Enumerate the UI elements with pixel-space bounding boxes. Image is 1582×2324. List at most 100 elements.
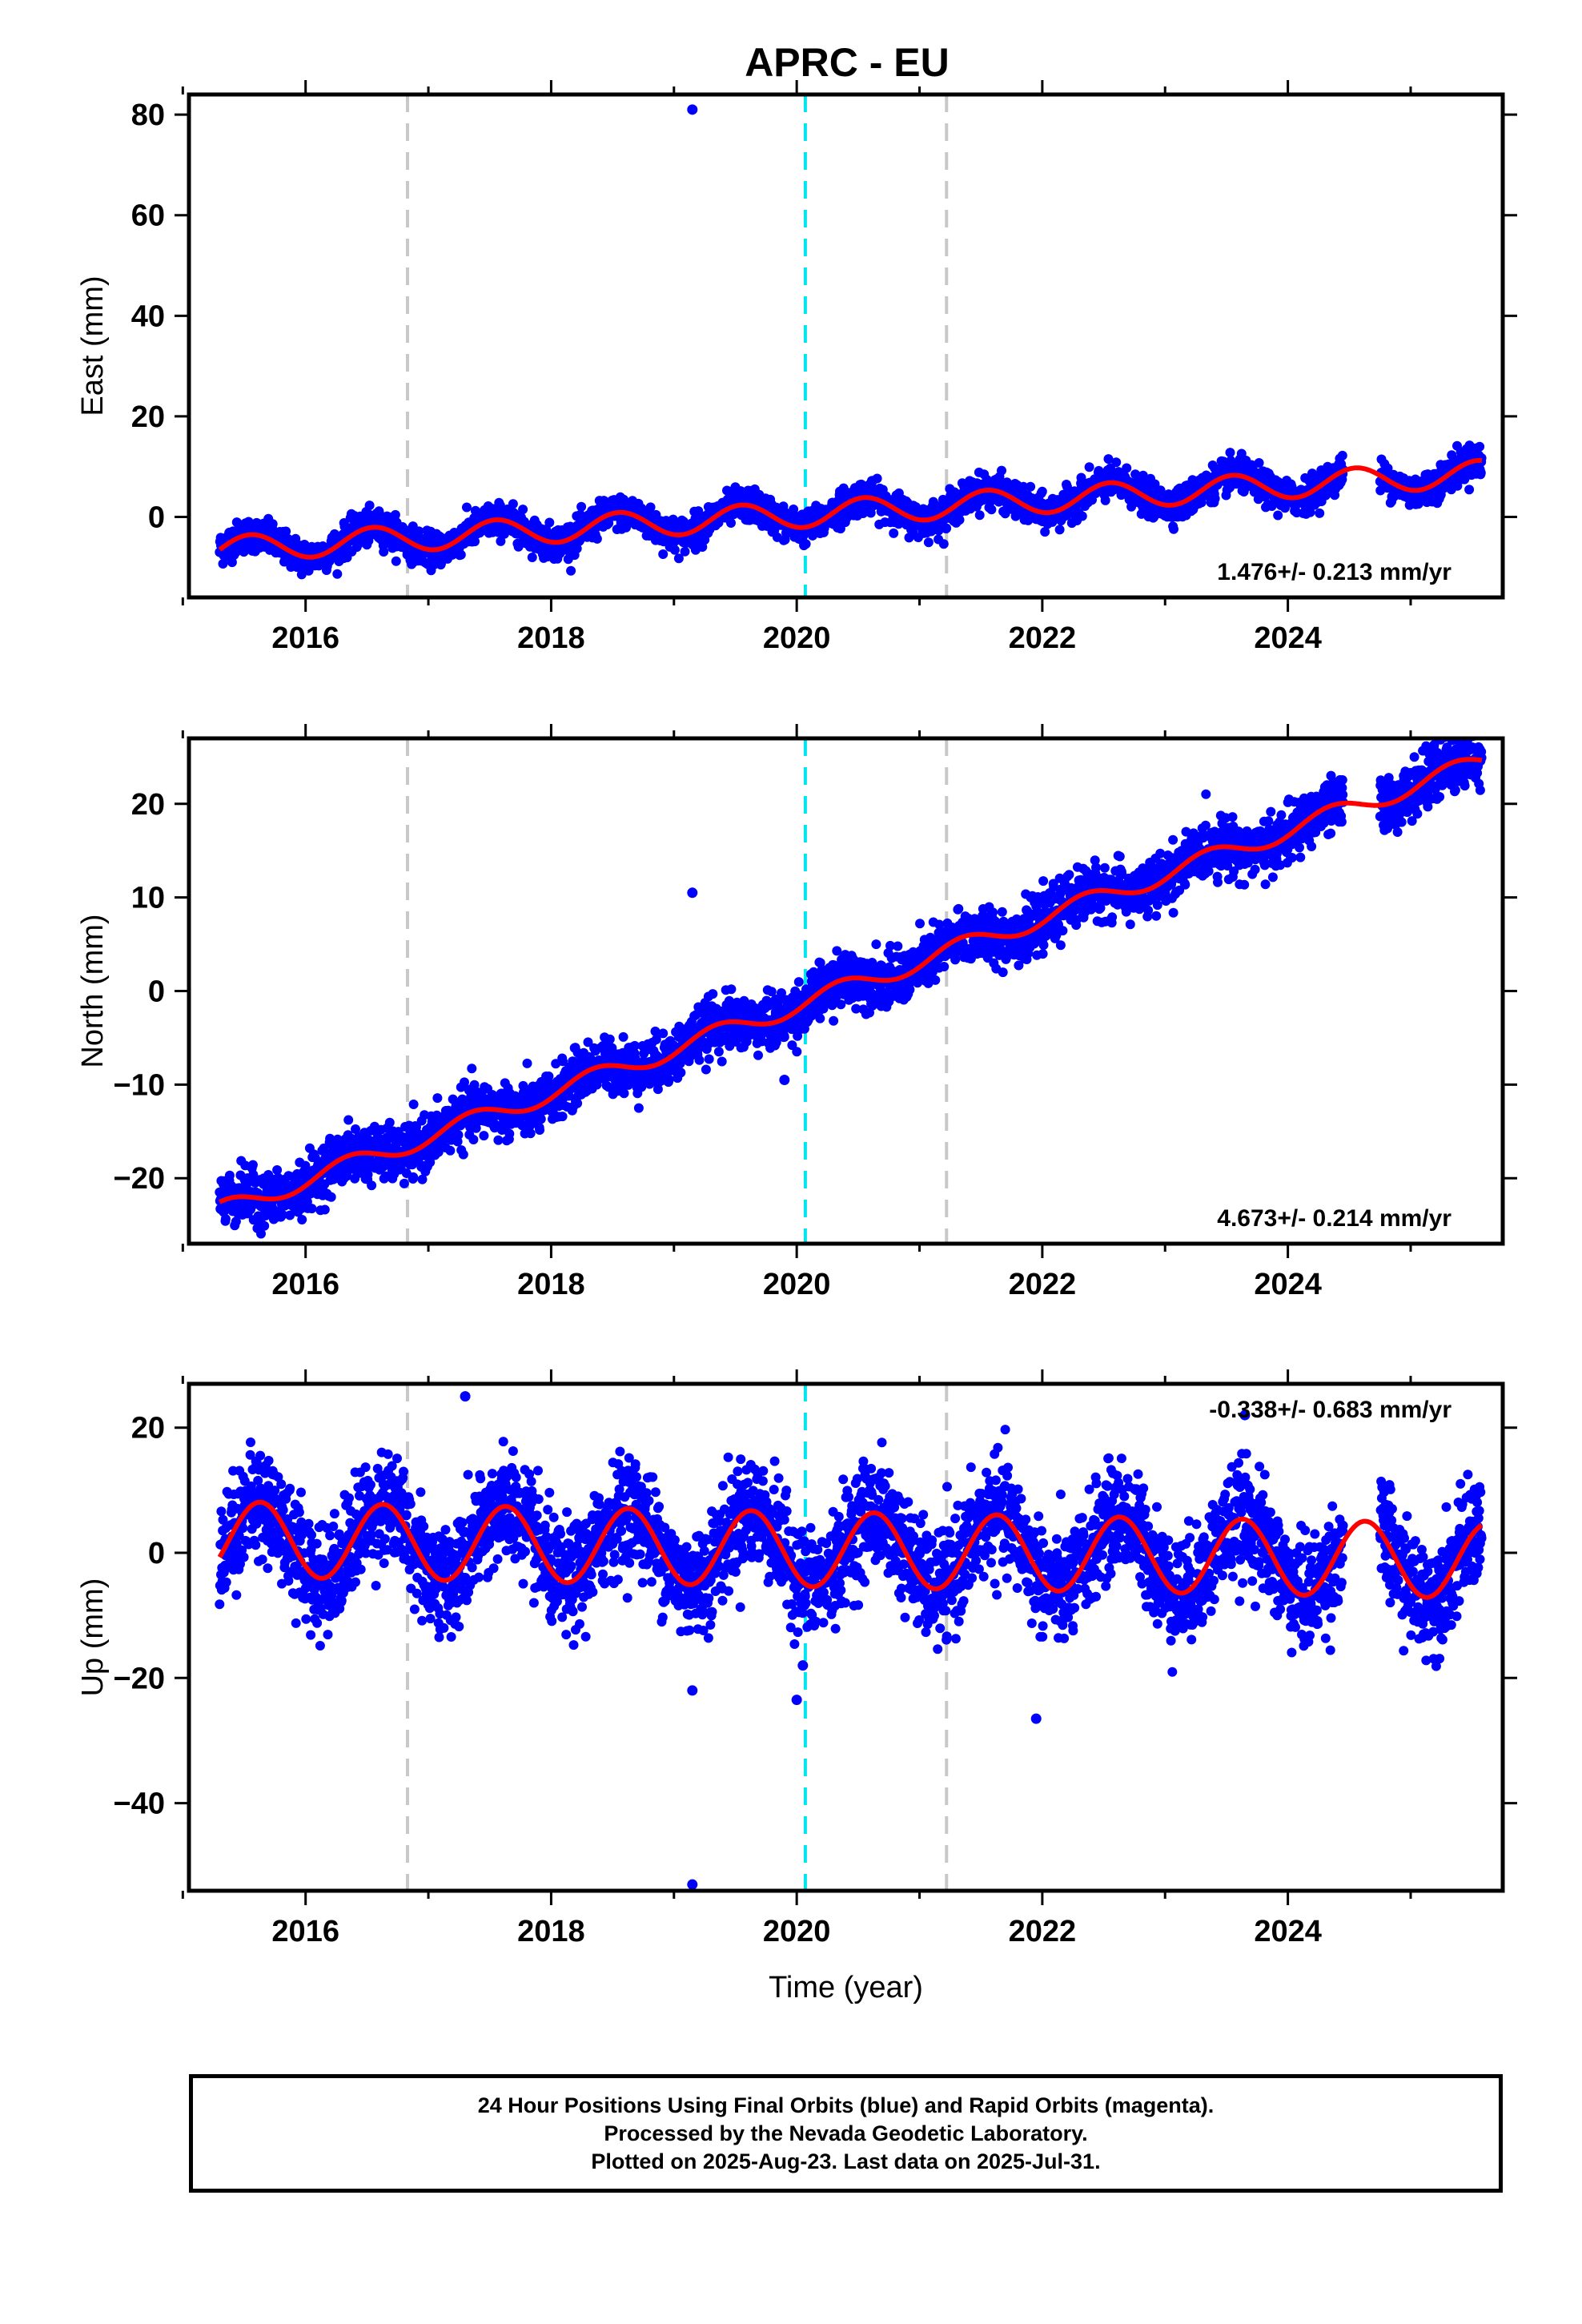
data-point (462, 502, 472, 513)
data-point (508, 499, 518, 509)
data-point (479, 1131, 489, 1141)
data-point (1084, 462, 1094, 472)
data-point (1273, 510, 1283, 521)
data-point (572, 1098, 583, 1108)
data-point (1475, 441, 1485, 452)
data-points (215, 738, 1487, 1239)
data-point (363, 536, 374, 546)
data-point (425, 1157, 436, 1168)
data-point (566, 565, 576, 576)
data-point (1026, 481, 1036, 492)
data-point (493, 1135, 504, 1145)
data-point (525, 1128, 536, 1139)
data-point (645, 502, 656, 513)
data-point (227, 557, 237, 568)
data-point (391, 556, 401, 566)
data-point (1254, 458, 1264, 468)
data-point (1155, 485, 1166, 496)
data-point (224, 1170, 235, 1180)
data-point (604, 1034, 615, 1044)
data-point (296, 569, 307, 580)
data-point (247, 1160, 258, 1170)
data-point (408, 1172, 419, 1182)
y-axis-label: East (mm) (76, 275, 110, 416)
data-point (467, 1063, 477, 1074)
rate-label: 1.476+/- 0.213 mm/yr (1217, 559, 1452, 585)
data-point (453, 1130, 464, 1140)
data-point (432, 1093, 443, 1104)
data-point (1018, 481, 1029, 492)
data-point (923, 537, 934, 548)
data-point (1225, 448, 1235, 458)
chart-title: APRC - EU (745, 40, 950, 85)
y-tick-label: 20 (131, 400, 165, 434)
data-point (379, 547, 389, 557)
data-point (1315, 508, 1325, 518)
data-point (364, 501, 375, 511)
data-point (801, 539, 811, 549)
data-point (468, 1135, 479, 1144)
data-point (1037, 486, 1047, 497)
data-point (504, 1128, 515, 1139)
data-point (414, 526, 424, 537)
data-point (1077, 511, 1087, 521)
data-point (445, 1145, 456, 1156)
data-point (604, 518, 614, 529)
data-point (518, 505, 528, 515)
data-point (220, 1214, 231, 1224)
model-curve (218, 457, 1483, 560)
data-point (954, 515, 965, 525)
data-point (572, 544, 582, 553)
data-point (231, 1216, 241, 1227)
data-point (390, 509, 400, 520)
data-point (680, 546, 690, 557)
data-point (544, 517, 555, 528)
data-point (267, 519, 278, 529)
data-point (326, 1192, 336, 1202)
data-point (658, 549, 669, 559)
data-point (618, 1031, 628, 1042)
data-point (1111, 457, 1122, 468)
data-point (986, 505, 997, 515)
data-point (669, 545, 680, 555)
data-point (1196, 497, 1207, 508)
data-point (1040, 527, 1050, 537)
x-tick-label: 2024 (1254, 621, 1322, 655)
x-tick-label: 2018 (517, 621, 585, 655)
data-point (297, 1215, 307, 1224)
data-point (256, 1228, 266, 1239)
data-point (332, 569, 343, 579)
data-point (629, 1040, 640, 1051)
data-point (470, 537, 480, 547)
data-point (889, 528, 899, 538)
data-point (1464, 485, 1475, 495)
data-point (1122, 463, 1132, 473)
data-point (673, 553, 684, 564)
data-point (460, 1077, 469, 1088)
data-point (1337, 450, 1347, 460)
data-point (469, 1080, 480, 1090)
data-point (248, 1169, 259, 1180)
data-point (319, 1204, 330, 1215)
data-point (1054, 525, 1065, 535)
data-point (536, 1114, 546, 1124)
data-point (557, 1112, 568, 1122)
data-point (1413, 499, 1423, 509)
data-point (872, 473, 882, 484)
data-point (259, 1220, 270, 1231)
y-tick-label: 80 (131, 99, 165, 132)
x-tick-label: 2022 (1009, 621, 1077, 655)
data-point (558, 1056, 568, 1067)
data-point (307, 1204, 317, 1214)
data-point (272, 1165, 283, 1175)
data-point (938, 539, 949, 549)
data-point (343, 1115, 354, 1125)
data-point (997, 465, 1006, 476)
y-tick-label: 0 (148, 501, 165, 535)
data-point (535, 1125, 545, 1135)
data-point (384, 1117, 395, 1128)
